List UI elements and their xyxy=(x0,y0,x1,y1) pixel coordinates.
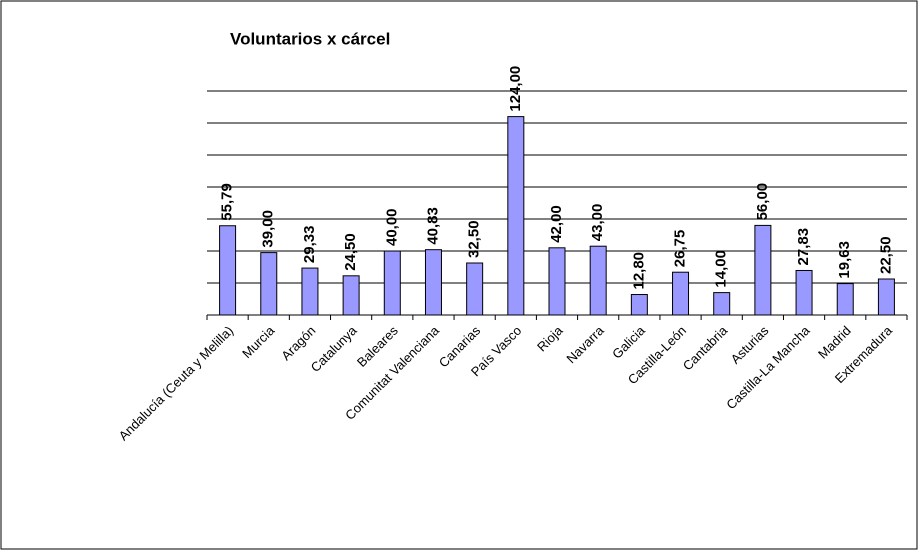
value-label: 24,50 xyxy=(342,233,359,271)
value-label: 43,00 xyxy=(589,204,606,242)
bar xyxy=(466,262,484,316)
value-label: 40,83 xyxy=(424,207,441,245)
value-label: 124,00 xyxy=(507,66,524,112)
value-label: 55,79 xyxy=(219,183,236,221)
value-label: 19,63 xyxy=(836,241,853,279)
value-label: 29,33 xyxy=(301,226,318,264)
chart-title: Voluntarios x cárcel xyxy=(230,29,390,48)
value-label: 40,00 xyxy=(383,208,400,246)
bar xyxy=(672,271,690,316)
value-label: 14,00 xyxy=(713,250,730,288)
value-label: 12,80 xyxy=(630,252,647,290)
value-label: 39,00 xyxy=(260,210,277,248)
value-label: 42,00 xyxy=(548,205,565,243)
bar xyxy=(754,224,772,316)
bar xyxy=(507,116,525,316)
value-label: 22,50 xyxy=(877,236,894,274)
value-label: 27,83 xyxy=(795,228,812,266)
bar xyxy=(589,245,607,316)
value-label: 32,50 xyxy=(466,220,483,258)
bar xyxy=(795,269,813,316)
bar xyxy=(260,252,278,316)
bar xyxy=(219,225,237,316)
bar xyxy=(836,283,854,316)
bar xyxy=(713,292,731,316)
bar xyxy=(301,267,319,316)
bar xyxy=(383,250,401,316)
bar xyxy=(548,247,566,316)
bar xyxy=(342,275,360,316)
value-label: 56,00 xyxy=(754,183,771,221)
value-label: 26,75 xyxy=(671,230,688,268)
bar xyxy=(630,294,648,316)
bar xyxy=(424,249,442,316)
bar xyxy=(877,278,895,316)
